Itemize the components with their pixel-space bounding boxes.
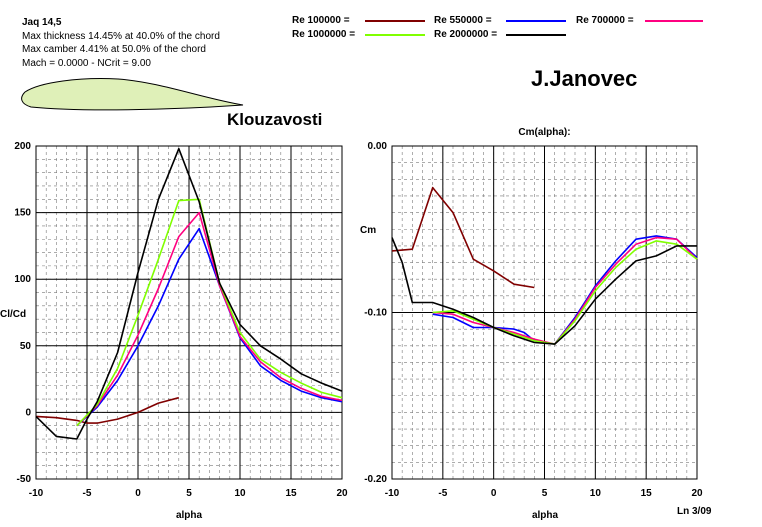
mach-info: Mach = 0.0000 - NCrit = 9.00 xyxy=(22,57,151,69)
chart2-x-tick-label: 20 xyxy=(691,488,703,499)
chart1-y-tick-label: 50 xyxy=(20,341,32,352)
chart1-series-re-700000 xyxy=(76,211,343,427)
chart1-series-re-550000 xyxy=(76,227,343,427)
legend-label-re100000: Re 100000 = xyxy=(292,15,350,26)
chart1-y-tick-label: -50 xyxy=(17,474,32,485)
chart1-y-tick-label: 100 xyxy=(14,274,31,285)
chart2-y-tick-label: -0.10 xyxy=(364,308,387,319)
legend-line-re2000000 xyxy=(506,34,566,36)
chart2-x-tick-label: -5 xyxy=(438,488,447,499)
chart1-x-axis-label: alpha xyxy=(176,510,203,521)
camber-info: Max camber 4.41% at 50.0% of the chord xyxy=(22,44,206,55)
chart1-series-re-2000000 xyxy=(35,147,343,440)
chart2-frame xyxy=(391,145,698,480)
chart2-series-re-1000000 xyxy=(432,240,698,345)
legend-label-re700000: Re 700000 = xyxy=(576,15,634,26)
chart2-x-tick-label: 15 xyxy=(641,488,653,499)
legend-label-re550000: Re 550000 = xyxy=(434,15,492,26)
chart1-frame xyxy=(35,145,343,480)
chart2-y-tick-label: -0.20 xyxy=(364,474,387,485)
chart1-y-tick-label: 200 xyxy=(14,141,31,152)
chart2-x-tick-label: -10 xyxy=(385,488,400,499)
chart2-x-tick-label: 5 xyxy=(542,488,548,499)
chart1-y-tick-label: 0 xyxy=(25,407,31,418)
chart2-y-tick-label: 0.00 xyxy=(368,141,388,152)
chart2-title: Cm(alpha): xyxy=(518,127,570,138)
chart2-series-re-100000 xyxy=(391,186,535,289)
author-name: J.Janovec xyxy=(531,66,638,91)
chart1-x-tick-label: -10 xyxy=(29,488,44,499)
legend-label-re1000000: Re 1000000 = xyxy=(292,29,356,40)
legend-line-re100000 xyxy=(365,20,425,22)
chart2-y-axis-label: Cm xyxy=(360,225,376,236)
chart1-x-tick-label: 5 xyxy=(186,488,192,499)
legend-line-re1000000 xyxy=(365,34,425,36)
chart1-x-tick-label: 0 xyxy=(135,488,141,499)
legend-line-re550000 xyxy=(506,20,566,22)
airfoil-name: Jaq 14,5 xyxy=(22,17,62,28)
chart1-x-tick-label: -5 xyxy=(83,488,92,499)
chart2-x-tick-label: 10 xyxy=(590,488,602,499)
chart1-y-axis-label: Cl/Cd xyxy=(0,309,26,320)
chart1-y-tick-label: 150 xyxy=(14,208,31,219)
thickness-info: Max thickness 14.45% at 40.0% of the cho… xyxy=(22,30,220,42)
chart2-x-tick-label: 0 xyxy=(491,488,497,499)
legend-label-re2000000: Re 2000000 = xyxy=(434,29,498,40)
airfoil-info: Jaq 14,5 Max thickness 14.45% at 40.0% o… xyxy=(22,16,220,70)
chart2-series-re-2000000 xyxy=(391,237,697,345)
legend-line-re700000 xyxy=(645,20,703,22)
chart-subtitle: Klouzavosti xyxy=(227,110,323,129)
chart1-x-tick-label: 15 xyxy=(285,488,297,499)
chart1-series-re-100000 xyxy=(35,396,180,424)
chart1-x-tick-label: 10 xyxy=(234,488,246,499)
footer-label: Ln 3/09 xyxy=(677,506,712,517)
chart2-x-axis-label: alpha xyxy=(532,510,559,521)
chart1-x-tick-label: 20 xyxy=(336,488,348,499)
